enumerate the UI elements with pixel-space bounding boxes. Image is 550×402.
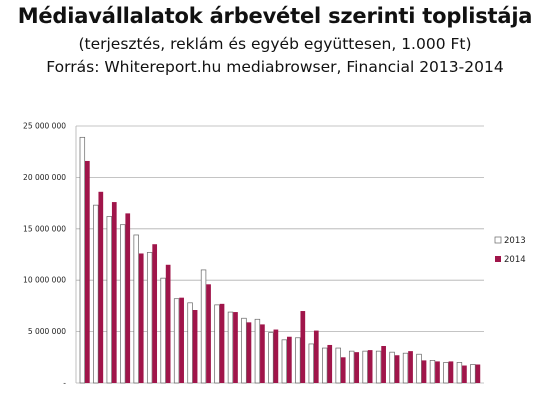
bar-2013 bbox=[227, 311, 234, 384]
legend-label-2013: 2013 bbox=[504, 236, 526, 246]
bar-2014 bbox=[354, 352, 360, 383]
bar-2014 bbox=[394, 355, 400, 383]
bar-2013 bbox=[173, 298, 180, 384]
grid-lines bbox=[76, 125, 484, 384]
bar-2014 bbox=[273, 329, 279, 383]
bar-2013 bbox=[416, 353, 422, 384]
bar-2013 bbox=[470, 364, 476, 384]
bar-2014 bbox=[233, 312, 238, 383]
bar-2014 bbox=[165, 264, 171, 383]
bar-2013 bbox=[200, 269, 207, 384]
bar-2013 bbox=[348, 350, 355, 384]
y-tick-label: 25 000 000 bbox=[23, 122, 66, 131]
bar-2013 bbox=[79, 136, 86, 384]
bar-2014 bbox=[462, 365, 467, 383]
chart-source: Forrás: Whitereport.hu mediabrowser, Fin… bbox=[46, 58, 504, 76]
legend-label-2014: 2014 bbox=[504, 255, 526, 265]
legend-swatch-2014 bbox=[495, 256, 501, 262]
bar-2013 bbox=[389, 351, 395, 384]
bar-2014 bbox=[260, 324, 265, 383]
bar-2013 bbox=[295, 337, 301, 384]
bar-2014 bbox=[246, 322, 252, 383]
bar-2014 bbox=[179, 297, 184, 383]
bar-2014 bbox=[475, 364, 481, 383]
bar-2014 bbox=[287, 336, 292, 383]
bar-2013 bbox=[443, 362, 449, 384]
bar-2013 bbox=[241, 317, 247, 384]
bar-2013 bbox=[429, 360, 436, 384]
y-tick-label: 10 000 000 bbox=[23, 276, 66, 285]
bar-2014 bbox=[327, 344, 333, 383]
y-axis: - 5 000 000 10 000 000 15 000 000 20 000 000… bbox=[23, 122, 77, 388]
bar-2013 bbox=[308, 343, 314, 384]
chart-title: Médiavállalatok árbevétel szerinti topli… bbox=[17, 4, 533, 28]
bar-2014 bbox=[152, 244, 158, 383]
bar-2013 bbox=[268, 332, 274, 384]
bar-2014 bbox=[125, 213, 131, 383]
bars bbox=[79, 136, 481, 384]
bar-2013 bbox=[335, 347, 341, 384]
bar-2014 bbox=[421, 360, 427, 383]
bar-2014 bbox=[408, 351, 413, 383]
bar-2013 bbox=[402, 352, 409, 384]
bar-2013 bbox=[93, 204, 99, 384]
bar-2013 bbox=[160, 277, 166, 384]
y-tick-label: 20 000 000 bbox=[23, 173, 66, 182]
bar-2014 bbox=[381, 345, 386, 383]
bar-2014 bbox=[85, 160, 90, 383]
bar-2014 bbox=[98, 191, 104, 383]
bar-2013 bbox=[187, 302, 193, 384]
bar-2014 bbox=[219, 303, 225, 383]
bar-2014 bbox=[206, 284, 211, 383]
bar-2014 bbox=[313, 330, 319, 383]
bar-2014 bbox=[192, 310, 198, 383]
bar-2014 bbox=[367, 350, 373, 383]
bar-2013 bbox=[214, 304, 220, 384]
bar-2013 bbox=[456, 362, 463, 384]
y-tick-label: 5 000 000 bbox=[28, 327, 66, 336]
bar-2013 bbox=[106, 216, 112, 384]
chart-subtitle: (terjesztés, reklám és egyéb együttesen,… bbox=[78, 35, 472, 53]
bar-2013 bbox=[281, 339, 288, 384]
bar-2013 bbox=[133, 234, 139, 384]
bar-2014 bbox=[138, 253, 144, 383]
bar-2014 bbox=[111, 202, 117, 383]
bar-2014 bbox=[435, 361, 440, 383]
bar-2014 bbox=[448, 361, 454, 383]
bar-2013 bbox=[375, 350, 382, 384]
y-tick-label: - bbox=[63, 379, 66, 388]
legend: 2013 2014 bbox=[494, 236, 526, 265]
bar-2014 bbox=[300, 311, 306, 383]
bar-2014 bbox=[340, 357, 346, 383]
bar-2013 bbox=[362, 350, 368, 384]
bar-2013 bbox=[254, 318, 261, 384]
bar-2013 bbox=[322, 347, 328, 384]
y-tick-label: 15 000 000 bbox=[23, 224, 66, 233]
bar-2013 bbox=[120, 224, 126, 384]
legend-swatch-2013 bbox=[494, 236, 502, 244]
bar-2013 bbox=[146, 252, 153, 384]
